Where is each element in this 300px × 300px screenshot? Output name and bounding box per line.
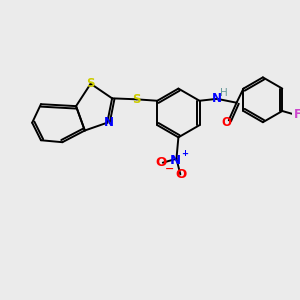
Text: H: H: [220, 88, 228, 98]
Text: O: O: [176, 168, 187, 181]
Text: +: +: [181, 149, 188, 158]
Text: O: O: [222, 116, 232, 129]
Text: N: N: [212, 92, 222, 105]
Text: F: F: [294, 108, 300, 122]
Text: S: S: [86, 77, 95, 90]
Text: S: S: [132, 93, 141, 106]
Text: −: −: [165, 164, 174, 173]
Text: N: N: [170, 154, 181, 167]
Text: O: O: [155, 156, 166, 169]
Text: N: N: [104, 116, 114, 129]
